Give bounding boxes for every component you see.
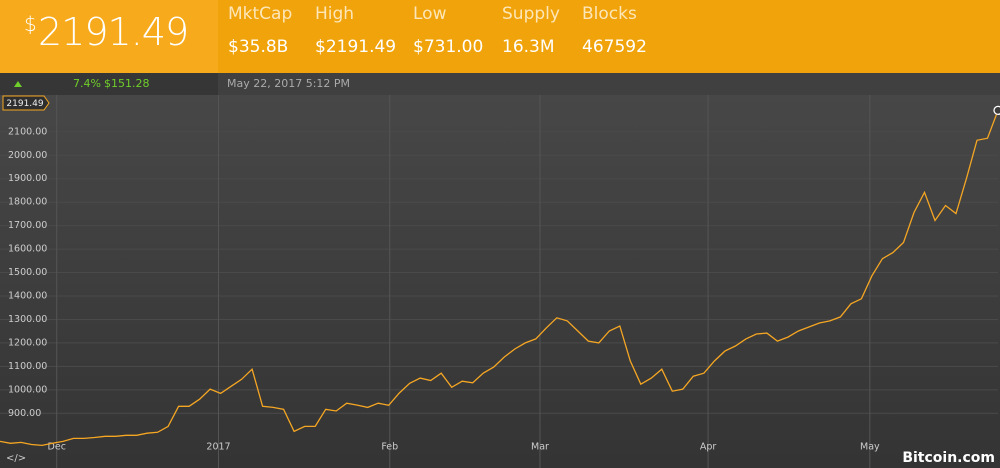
y-tick-label: 900.00 [8,408,41,419]
y-tick-label: 1200.00 [8,337,47,348]
value-tag [2,95,50,111]
stat-value: $35.8B [228,37,289,57]
stat-label: MktCap [228,4,293,24]
x-tick-label: May [860,442,880,453]
stat-label: Blocks [582,4,637,24]
price-box: $ 2191.49 [0,0,218,73]
plot-background [0,95,1000,468]
ticker-left [0,73,218,95]
ticker-bar: 7.4% $151.28 May 22, 2017 5:12 PM [0,73,1000,95]
y-tick-label: 1300.00 [8,314,47,325]
price-line [0,110,999,447]
y-tick-label: 1900.00 [8,173,47,184]
last-point [993,105,1000,116]
y-tick-label: 1100.00 [8,361,47,372]
stat-label: Supply [502,4,560,24]
x-tick-label: Mar [531,442,549,453]
y-tick-label: 1400.00 [8,291,47,302]
y-tick-label: 1500.00 [8,267,47,278]
x-tick-label: Dec [48,442,66,453]
stat-label: Low [413,4,447,24]
change-amount: $151.28 [104,77,150,90]
y-tick-label: 1000.00 [8,384,47,395]
header: $ 2191.49 MktCap $35.8B High $2191.49 Low $73… [0,0,1000,73]
x-tick-label: 2017 [206,442,230,453]
price-symbol: $ [24,12,37,36]
stat-value: 467592 [582,37,647,57]
stat-label: High [315,4,355,24]
price: 2191.49 [38,10,189,54]
embed-icon[interactable]: </> [6,453,26,464]
timestamp: May 22, 2017 5:12 PM [227,77,351,90]
brand[interactable]: Bitcoin.com [902,450,995,466]
y-tick-label: 2100.00 [8,126,47,137]
stat-value: 16.3M [502,37,555,57]
change-pct: 7.4% [73,77,101,90]
up-arrow [14,81,22,87]
y-tick-label: 1800.00 [8,197,47,208]
value-label: 2191.49 [6,99,43,109]
chart: 900.00 1000.00 1100.00 1200.00 1300.00 1400.0… [0,95,1000,468]
y-tick-label: 1600.00 [8,244,47,255]
stat-value: $2191.49 [315,37,397,57]
stat-value: $731.00 [413,37,484,57]
y-tick-label: 1700.00 [8,220,47,231]
y-tick-label: 2000.00 [8,150,47,161]
x-tick-label: Apr [700,442,717,453]
x-tick-label: Feb [381,442,398,453]
